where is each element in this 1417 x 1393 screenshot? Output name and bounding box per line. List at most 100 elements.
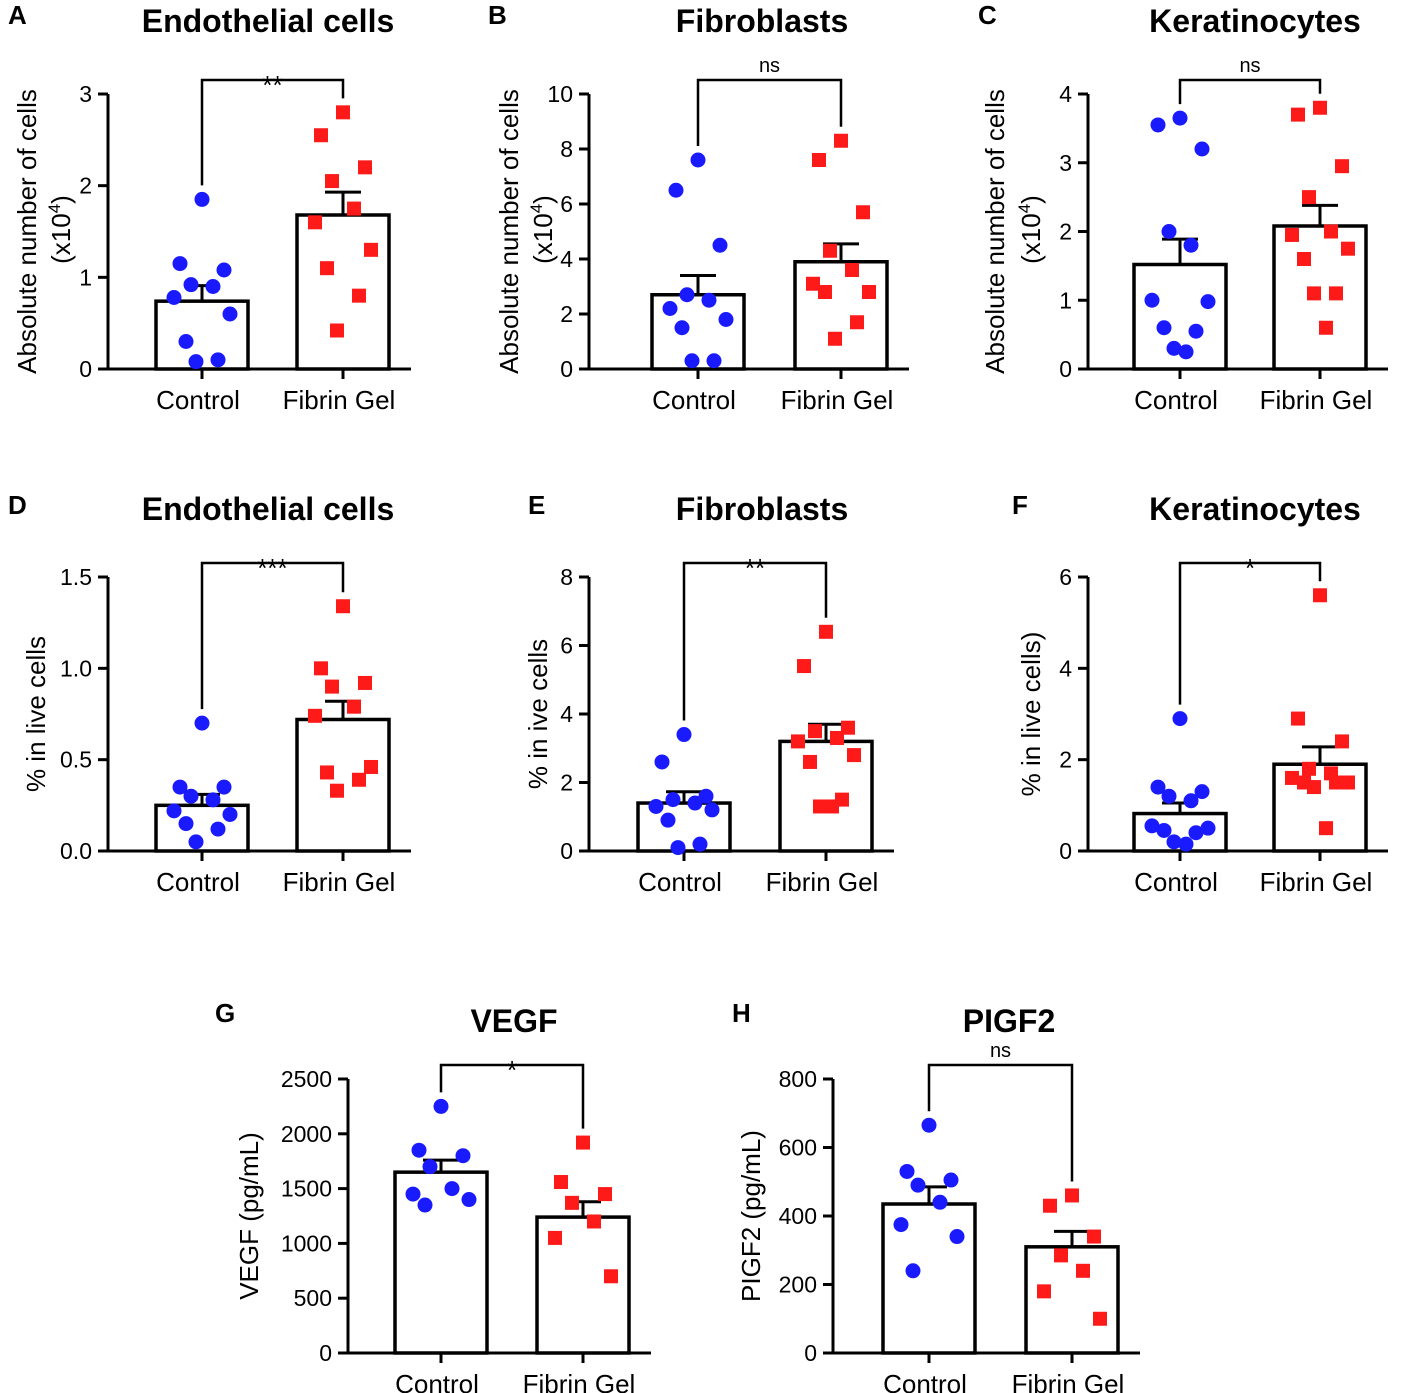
data-point-control bbox=[1178, 836, 1194, 852]
significance-label: ns bbox=[759, 55, 780, 77]
y-tick-label: 2 bbox=[560, 301, 573, 327]
data-point-control bbox=[205, 279, 221, 294]
panel-letter: D bbox=[8, 490, 27, 520]
data-point-control bbox=[1183, 793, 1199, 809]
data-point-fibrin-gel bbox=[1324, 224, 1338, 239]
y-tick-label: 600 bbox=[779, 1135, 817, 1161]
data-point-control bbox=[166, 803, 182, 819]
y-tick-label: 6 bbox=[1059, 564, 1072, 590]
y-axis-unit-label: (x104) bbox=[527, 195, 558, 264]
data-point-fibrin-gel bbox=[828, 331, 842, 346]
data-point-fibrin-gel bbox=[352, 772, 366, 787]
y-tick-label: 8 bbox=[560, 564, 573, 590]
panel-g: G VEGF 0 500 1000 1500 2000 2500 VEGF (pg/mL) Con… bbox=[215, 998, 651, 1393]
y-axis-label: PIGF2 (pg/mL) bbox=[736, 1130, 766, 1302]
data-point-fibrin-gel bbox=[1319, 320, 1333, 335]
panel-h: H PIGF2 0 200 400 600 800 PIGF2 (pg/mL) Control F… bbox=[732, 998, 1140, 1393]
data-point-fibrin-gel bbox=[576, 1135, 590, 1150]
data-point-fibrin-gel bbox=[1329, 286, 1343, 301]
data-point-control bbox=[422, 1159, 438, 1175]
y-axis-label: VEGF (pg/mL) bbox=[234, 1132, 264, 1300]
data-point-control bbox=[706, 353, 722, 369]
y-tick-label: 400 bbox=[779, 1203, 817, 1229]
data-point-fibrin-gel bbox=[548, 1230, 562, 1245]
panel-title: Fibroblasts bbox=[676, 3, 848, 39]
y-tick-label: 1.5 bbox=[60, 564, 92, 590]
y-axis-unit-label: (x104) bbox=[1015, 195, 1046, 264]
data-point-fibrin-gel bbox=[604, 1269, 618, 1284]
x-tick-label: Control bbox=[883, 1369, 967, 1393]
data-point-control bbox=[932, 1194, 948, 1210]
data-point-control bbox=[1178, 344, 1194, 360]
data-point-control bbox=[444, 1181, 460, 1197]
data-point-control bbox=[222, 306, 238, 322]
data-point-fibrin-gel bbox=[1285, 227, 1299, 242]
panel-title: Endothelial cells bbox=[142, 3, 395, 39]
significance-bracket bbox=[1178, 78, 1322, 105]
data-point-fibrin-gel bbox=[330, 323, 344, 338]
data-point-control bbox=[178, 334, 194, 349]
x-tick-label: Fibrin Gel bbox=[766, 867, 879, 897]
data-point-control bbox=[921, 1117, 937, 1133]
data-point-fibrin-gel bbox=[308, 708, 322, 723]
y-tick-label: 0 bbox=[560, 838, 573, 864]
data-point-fibrin-gel bbox=[325, 679, 339, 694]
data-point-fibrin-gel bbox=[1076, 1263, 1090, 1278]
data-point-control bbox=[1166, 340, 1182, 356]
data-point-control bbox=[210, 352, 226, 368]
y-tick-label: 0 bbox=[1059, 356, 1072, 382]
y-axis-label: % in live cells bbox=[21, 636, 51, 792]
data-point-control bbox=[662, 301, 678, 316]
panel-title: Keratinocytes bbox=[1149, 491, 1361, 527]
x-tick-label: Fibrin Gel bbox=[1260, 385, 1373, 415]
data-point-control bbox=[461, 1192, 477, 1208]
data-point-fibrin-gel bbox=[808, 724, 822, 739]
data-point-control bbox=[679, 287, 695, 303]
data-point-control bbox=[712, 237, 728, 253]
panel-title: Keratinocytes bbox=[1149, 3, 1361, 39]
data-point-fibrin-gel bbox=[841, 720, 855, 735]
x-tick-label: Control bbox=[1134, 867, 1218, 897]
data-point-fibrin-gel bbox=[1341, 241, 1355, 256]
y-tick-label: 0 bbox=[560, 356, 573, 382]
y-tick-label: 2 bbox=[79, 173, 92, 199]
y-tick-label: 2 bbox=[1059, 219, 1072, 245]
data-point-control bbox=[676, 727, 692, 743]
panel-f: F Keratinocytes 0 2 4 6 % in live cells) Contro… bbox=[1012, 490, 1388, 897]
significance-bracket bbox=[927, 1063, 1074, 1182]
bar-fibrin-gel bbox=[295, 213, 391, 371]
data-point-fibrin-gel bbox=[819, 624, 833, 639]
data-point-fibrin-gel bbox=[1037, 1284, 1051, 1299]
data-point-fibrin-gel bbox=[1329, 775, 1343, 790]
data-point-fibrin-gel bbox=[847, 748, 861, 763]
data-point-fibrin-gel bbox=[1341, 775, 1355, 790]
data-point-fibrin-gel bbox=[598, 1187, 612, 1202]
data-point-control bbox=[1188, 825, 1204, 841]
data-point-control bbox=[1161, 224, 1177, 239]
y-tick-label: 200 bbox=[779, 1272, 817, 1298]
data-point-fibrin-gel bbox=[554, 1175, 568, 1190]
y-tick-label: 3 bbox=[1059, 150, 1072, 176]
data-point-fibrin-gel bbox=[1313, 588, 1327, 603]
panel-c: C Keratinocytes 0 1 2 3 4 Absolute number of ce… bbox=[978, 0, 1388, 415]
data-point-control bbox=[183, 277, 199, 293]
y-tick-label: 8 bbox=[560, 136, 573, 162]
data-point-fibrin-gel bbox=[791, 734, 805, 749]
data-point-control bbox=[210, 821, 226, 837]
data-point-control bbox=[1194, 784, 1210, 800]
x-tick-label: Control bbox=[1134, 385, 1218, 415]
data-point-control bbox=[216, 779, 232, 795]
panel-title: Fibroblasts bbox=[676, 491, 848, 527]
y-tick-label: 1 bbox=[1059, 287, 1072, 313]
significance-bracket bbox=[1178, 561, 1322, 705]
x-tick-label: Fibrin Gel bbox=[781, 385, 894, 415]
data-point-control bbox=[949, 1229, 965, 1245]
data-point-control bbox=[899, 1163, 915, 1179]
data-point-fibrin-gel bbox=[1291, 711, 1305, 726]
data-point-control bbox=[1183, 237, 1199, 253]
data-point-control bbox=[417, 1197, 433, 1213]
data-point-control bbox=[1150, 117, 1166, 133]
data-point-control bbox=[943, 1172, 959, 1188]
data-point-control bbox=[910, 1177, 926, 1193]
significance-label: ns bbox=[1239, 55, 1260, 77]
